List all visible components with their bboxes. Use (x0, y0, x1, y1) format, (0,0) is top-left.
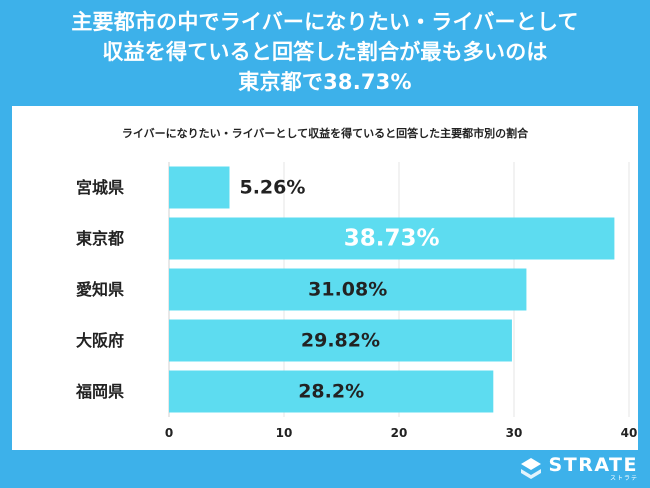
bar (169, 217, 615, 260)
bar (169, 319, 512, 362)
category-label: 大阪府 (76, 331, 124, 350)
data-label: 31.08% (308, 279, 387, 301)
brand-kana: ストラテ (609, 475, 638, 482)
brand-name: STRATE (548, 454, 638, 476)
headline-line-2: 収益を得ていると回答した割合が最も多いのは (102, 40, 548, 64)
x-tick-label: 30 (506, 426, 523, 440)
bar (169, 268, 527, 311)
category-label: 東京都 (76, 229, 124, 248)
chart-panel: ライバーになりたい・ライバーとして収益を得ていると回答した主要都市別の割合 宮城… (12, 106, 638, 450)
x-tick-label: 40 (621, 426, 638, 440)
chart-title: ライバーになりたい・ライバーとして収益を得ていると回答した主要都市別の割合 (121, 127, 529, 140)
x-tick-label: 0 (165, 426, 173, 440)
x-tick-label: 20 (391, 426, 408, 440)
category-label: 宮城県 (76, 178, 124, 197)
data-label: 29.82% (301, 330, 380, 352)
strate-logo-icon (520, 458, 541, 479)
footer-bar: STRATE ストラテ (0, 450, 650, 488)
headline-banner: 主要都市の中でライバーになりたい・ライバーとして 収益を得ていると回答した割合が… (0, 0, 650, 104)
bar-chart: 宮城県 5.26% 東京都 38.73% 愛知県 31.08% 大阪府 29.82% 福岡県 28… (75, 162, 638, 440)
bar (169, 370, 494, 413)
category-label: 福岡県 (75, 382, 124, 401)
headline-line-3: 東京都で38.73% (238, 70, 412, 94)
bar (169, 166, 230, 209)
x-tick-label: 10 (276, 426, 293, 440)
data-label: 38.73% (344, 226, 440, 252)
category-label: 愛知県 (76, 280, 124, 299)
strate-logo: STRATE ストラテ (519, 456, 638, 482)
data-label: 28.2% (298, 381, 364, 403)
data-label: 5.26% (239, 177, 305, 199)
headline-line-1: 主要都市の中でライバーになりたい・ライバーとして (71, 10, 579, 34)
